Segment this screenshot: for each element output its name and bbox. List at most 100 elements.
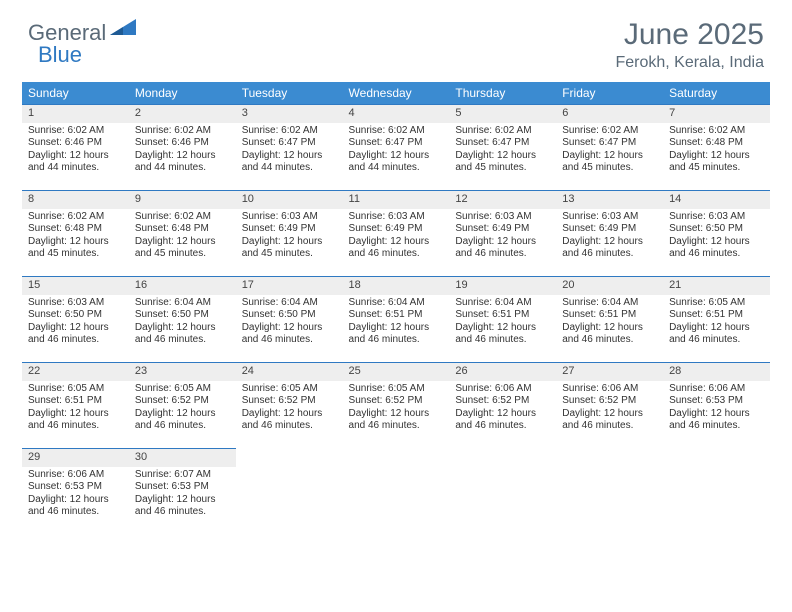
sunset-line: Sunset: 6:52 PM xyxy=(135,395,230,408)
calendar-day-cell: 19Sunrise: 6:04 AMSunset: 6:51 PMDayligh… xyxy=(449,276,556,362)
daylight-line: Daylight: 12 hours and 44 minutes. xyxy=(242,150,337,175)
day-details: Sunrise: 6:03 AMSunset: 6:50 PMDaylight:… xyxy=(663,209,770,265)
sunrise-line: Sunrise: 6:06 AM xyxy=(28,469,123,482)
calendar-day-cell: 5Sunrise: 6:02 AMSunset: 6:47 PMDaylight… xyxy=(449,104,556,190)
day-number: 1 xyxy=(22,104,129,123)
calendar-day-cell: 24Sunrise: 6:05 AMSunset: 6:52 PMDayligh… xyxy=(236,362,343,448)
col-thursday: Thursday xyxy=(449,82,556,104)
day-number: 25 xyxy=(343,362,450,381)
daylight-line: Daylight: 12 hours and 45 minutes. xyxy=(242,236,337,261)
day-number: 21 xyxy=(663,276,770,295)
calendar-day-cell: 9Sunrise: 6:02 AMSunset: 6:48 PMDaylight… xyxy=(129,190,236,276)
day-number: 10 xyxy=(236,190,343,209)
sunset-line: Sunset: 6:53 PM xyxy=(135,481,230,494)
day-number: 22 xyxy=(22,362,129,381)
calendar-day-cell: 25Sunrise: 6:05 AMSunset: 6:52 PMDayligh… xyxy=(343,362,450,448)
day-number: 11 xyxy=(343,190,450,209)
sunrise-line: Sunrise: 6:02 AM xyxy=(28,125,123,138)
day-number: 7 xyxy=(663,104,770,123)
calendar-day-cell: 10Sunrise: 6:03 AMSunset: 6:49 PMDayligh… xyxy=(236,190,343,276)
calendar-day-cell: 3Sunrise: 6:02 AMSunset: 6:47 PMDaylight… xyxy=(236,104,343,190)
calendar-day-cell: 7Sunrise: 6:02 AMSunset: 6:48 PMDaylight… xyxy=(663,104,770,190)
calendar-day-cell: 18Sunrise: 6:04 AMSunset: 6:51 PMDayligh… xyxy=(343,276,450,362)
calendar-day-cell: 29Sunrise: 6:06 AMSunset: 6:53 PMDayligh… xyxy=(22,448,129,534)
calendar-week-row: 15Sunrise: 6:03 AMSunset: 6:50 PMDayligh… xyxy=(22,276,770,362)
sunset-line: Sunset: 6:51 PM xyxy=(669,309,764,322)
sunrise-line: Sunrise: 6:03 AM xyxy=(455,211,550,224)
day-details: Sunrise: 6:04 AMSunset: 6:51 PMDaylight:… xyxy=(343,295,450,351)
sunrise-line: Sunrise: 6:04 AM xyxy=(349,297,444,310)
sunset-line: Sunset: 6:50 PM xyxy=(135,309,230,322)
calendar-day-cell: 6Sunrise: 6:02 AMSunset: 6:47 PMDaylight… xyxy=(556,104,663,190)
daylight-line: Daylight: 12 hours and 46 minutes. xyxy=(562,236,657,261)
col-tuesday: Tuesday xyxy=(236,82,343,104)
sunset-line: Sunset: 6:51 PM xyxy=(455,309,550,322)
day-number: 15 xyxy=(22,276,129,295)
calendar-body: 1Sunrise: 6:02 AMSunset: 6:46 PMDaylight… xyxy=(22,104,770,534)
day-number: 27 xyxy=(556,362,663,381)
day-number: 9 xyxy=(129,190,236,209)
sunrise-line: Sunrise: 6:03 AM xyxy=(242,211,337,224)
sunset-line: Sunset: 6:47 PM xyxy=(242,137,337,150)
sunrise-line: Sunrise: 6:06 AM xyxy=(562,383,657,396)
day-number: 24 xyxy=(236,362,343,381)
day-details: Sunrise: 6:03 AMSunset: 6:49 PMDaylight:… xyxy=(343,209,450,265)
calendar-day-cell xyxy=(663,448,770,534)
daylight-line: Daylight: 12 hours and 46 minutes. xyxy=(28,408,123,433)
col-wednesday: Wednesday xyxy=(343,82,450,104)
sunset-line: Sunset: 6:51 PM xyxy=(28,395,123,408)
sunset-line: Sunset: 6:52 PM xyxy=(455,395,550,408)
calendar-table: Sunday Monday Tuesday Wednesday Thursday… xyxy=(22,82,770,534)
calendar-day-cell: 22 Sunrise: 6:05 AMSunset: 6:51 PMDayligh… xyxy=(22,362,129,448)
sunrise-line: Sunrise: 6:02 AM xyxy=(455,125,550,138)
day-details: Sunrise: 6:02 AMSunset: 6:47 PMDaylight:… xyxy=(556,123,663,179)
sunrise-line: Sunrise: 6:04 AM xyxy=(455,297,550,310)
calendar-day-cell: 26Sunrise: 6:06 AMSunset: 6:52 PMDayligh… xyxy=(449,362,556,448)
daylight-line: Daylight: 12 hours and 46 minutes. xyxy=(135,494,230,519)
sunset-line: Sunset: 6:50 PM xyxy=(242,309,337,322)
sunset-line: Sunset: 6:52 PM xyxy=(349,395,444,408)
day-number: 20 xyxy=(556,276,663,295)
calendar-day-cell: 17Sunrise: 6:04 AMSunset: 6:50 PMDayligh… xyxy=(236,276,343,362)
sunset-line: Sunset: 6:52 PM xyxy=(562,395,657,408)
calendar-week-row: 29Sunrise: 6:06 AMSunset: 6:53 PMDayligh… xyxy=(22,448,770,534)
day-details: Sunrise: 6:03 AMSunset: 6:50 PMDaylight:… xyxy=(22,295,129,351)
sunrise-line: Sunrise: 6:02 AM xyxy=(242,125,337,138)
daylight-line: Daylight: 12 hours and 46 minutes. xyxy=(669,236,764,261)
daylight-line: Daylight: 12 hours and 46 minutes. xyxy=(242,408,337,433)
daylight-line: Daylight: 12 hours and 46 minutes. xyxy=(28,322,123,347)
daylight-line: Daylight: 12 hours and 45 minutes. xyxy=(669,150,764,175)
calendar-day-cell: 16Sunrise: 6:04 AMSunset: 6:50 PMDayligh… xyxy=(129,276,236,362)
daylight-line: Daylight: 12 hours and 46 minutes. xyxy=(135,408,230,433)
day-details: Sunrise: 6:05 AMSunset: 6:52 PMDaylight:… xyxy=(343,381,450,437)
day-details: Sunrise: 6:02 AMSunset: 6:47 PMDaylight:… xyxy=(343,123,450,179)
day-number: 23 xyxy=(129,362,236,381)
calendar-day-cell: 28Sunrise: 6:06 AMSunset: 6:53 PMDayligh… xyxy=(663,362,770,448)
daylight-line: Daylight: 12 hours and 44 minutes. xyxy=(349,150,444,175)
logo-word-2: Blue xyxy=(38,42,82,67)
sunset-line: Sunset: 6:50 PM xyxy=(28,309,123,322)
calendar-day-cell: 4Sunrise: 6:02 AMSunset: 6:47 PMDaylight… xyxy=(343,104,450,190)
location-text: Ferokh, Kerala, India xyxy=(22,54,764,72)
sunset-line: Sunset: 6:46 PM xyxy=(28,137,123,150)
day-number: 19 xyxy=(449,276,556,295)
day-details: Sunrise: 6:04 AMSunset: 6:51 PMDaylight:… xyxy=(556,295,663,351)
sunset-line: Sunset: 6:46 PM xyxy=(135,137,230,150)
daylight-line: Daylight: 12 hours and 46 minutes. xyxy=(669,322,764,347)
daylight-line: Daylight: 12 hours and 46 minutes. xyxy=(28,494,123,519)
sunrise-line: Sunrise: 6:02 AM xyxy=(135,125,230,138)
calendar-day-cell: 2Sunrise: 6:02 AMSunset: 6:46 PMDaylight… xyxy=(129,104,236,190)
sunset-line: Sunset: 6:48 PM xyxy=(28,223,123,236)
calendar-day-cell: 30Sunrise: 6:07 AMSunset: 6:53 PMDayligh… xyxy=(129,448,236,534)
sunset-line: Sunset: 6:53 PM xyxy=(28,481,123,494)
sunset-line: Sunset: 6:49 PM xyxy=(455,223,550,236)
sunset-line: Sunset: 6:51 PM xyxy=(562,309,657,322)
day-number: 5 xyxy=(449,104,556,123)
calendar-day-cell: 8Sunrise: 6:02 AMSunset: 6:48 PMDaylight… xyxy=(22,190,129,276)
day-number: 30 xyxy=(129,448,236,467)
sunrise-line: Sunrise: 6:05 AM xyxy=(28,383,123,396)
sunset-line: Sunset: 6:51 PM xyxy=(349,309,444,322)
calendar-day-cell xyxy=(236,448,343,534)
day-number: 4 xyxy=(343,104,450,123)
calendar-day-cell: 27Sunrise: 6:06 AMSunset: 6:52 PMDayligh… xyxy=(556,362,663,448)
